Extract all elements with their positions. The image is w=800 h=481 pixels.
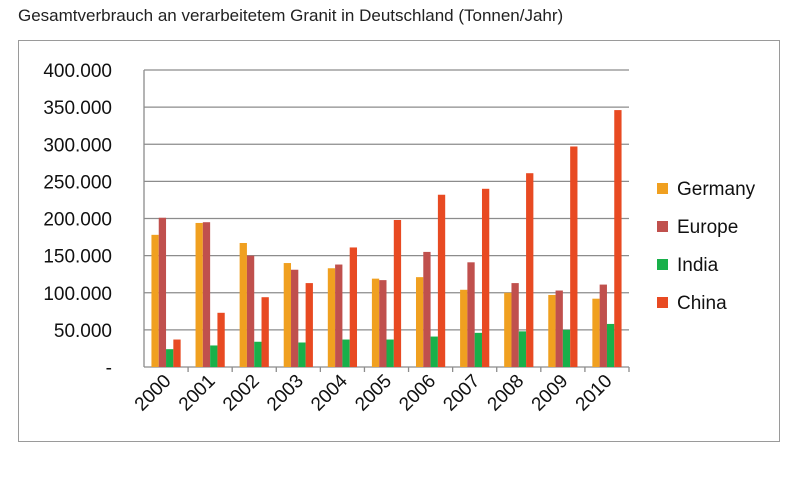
bar-india-2007: [474, 332, 482, 367]
bar-europe-2010: [599, 284, 607, 367]
grid-lines: [144, 69, 629, 331]
bar-china-2006: [437, 194, 446, 367]
x-tick-label: 2005: [351, 371, 396, 416]
bar-europe-2005: [379, 280, 387, 367]
bar-germany-2005: [371, 278, 380, 367]
bar-europe-2007: [467, 262, 475, 367]
x-tick-label: 2010: [572, 371, 617, 416]
y-tick-label: 150.000: [43, 247, 112, 268]
bar-india-2009: [562, 329, 571, 367]
x-tick-label: 2007: [439, 371, 484, 416]
bar-china-2001: [217, 312, 225, 367]
bar-germany-2010: [592, 298, 600, 367]
legend-label-india: India: [677, 255, 719, 276]
bar-europe-2001: [202, 222, 211, 367]
legend-label-germany: Germany: [677, 179, 756, 200]
bar-china-2003: [305, 283, 313, 367]
x-tick-label: 2004: [307, 370, 352, 415]
x-tick-label: 2006: [395, 371, 440, 416]
y-tick-label: 100.000: [43, 284, 112, 305]
bar-europe-2000: [158, 217, 167, 367]
bar-india-2006: [430, 336, 438, 367]
bar-europe-2003: [291, 269, 299, 367]
bar-india-2000: [166, 349, 174, 367]
bars: [151, 110, 622, 367]
bar-china-2000: [173, 339, 181, 367]
bar-china-2010: [614, 110, 622, 367]
legend: Germany Europe India China: [657, 179, 756, 314]
bar-germany-2004: [327, 268, 336, 367]
bar-germany-2003: [283, 263, 292, 367]
y-tick-label: 400.000: [43, 61, 112, 82]
bar-china-2004: [349, 247, 358, 367]
bar-india-2008: [518, 331, 527, 367]
bar-germany-2000: [151, 234, 159, 367]
x-tick-label: 2001: [175, 371, 220, 416]
y-tick-label: 200.000: [43, 210, 112, 231]
y-tick-label: -: [106, 358, 112, 379]
bar-china-2008: [526, 173, 534, 367]
bar-india-2002: [254, 341, 262, 367]
y-tick-label: 250.000: [43, 172, 112, 193]
bar-germany-2002: [239, 243, 247, 367]
bar-india-2003: [298, 342, 306, 367]
bar-europe-2004: [335, 264, 343, 367]
legend-swatch-germany: [657, 183, 668, 194]
page-title: Gesamtverbrauch an verarbeitetem Granit …: [18, 6, 564, 25]
bar-chart: - 50.000 100.000 150.000 200.000 250.000 300.0…: [43, 61, 756, 415]
y-tick-label: 50.000: [54, 321, 112, 342]
bar-india-2004: [342, 339, 350, 367]
y-tick-label: 300.000: [43, 135, 112, 156]
x-tick-label: 2008: [484, 371, 529, 416]
x-tick-labels: 2000 2001 2002 2003 2004 2005 2006 2007 2008 2009…: [131, 370, 617, 415]
x-tick-label: 2003: [263, 371, 308, 416]
bar-india-2010: [606, 323, 615, 367]
bar-china-2009: [570, 146, 578, 367]
bar-europe-2006: [423, 251, 431, 367]
legend-label-china: China: [677, 293, 727, 314]
y-tick-labels: - 50.000 100.000 150.000 200.000 250.000 300.0…: [43, 61, 112, 379]
bar-germany-2006: [415, 277, 424, 367]
bar-india-2001: [210, 345, 218, 367]
x-tick-label: 2002: [219, 371, 264, 416]
y-tick-label: 350.000: [43, 98, 112, 119]
legend-swatch-india: [657, 259, 668, 270]
bar-india-2005: [386, 339, 394, 367]
bar-germany-2009: [548, 294, 556, 367]
bar-germany-2001: [195, 222, 203, 367]
legend-swatch-china: [657, 297, 668, 308]
bar-china-2007: [481, 188, 490, 367]
x-tick-label: 2000: [131, 371, 176, 416]
legend-label-europe: Europe: [677, 217, 738, 238]
bar-china-2002: [261, 297, 269, 367]
bar-germany-2007: [460, 289, 468, 367]
bar-europe-2002: [246, 255, 255, 367]
bar-china-2005: [393, 219, 402, 367]
x-tick-label: 2009: [528, 371, 573, 416]
legend-swatch-europe: [657, 221, 668, 232]
bar-europe-2008: [511, 283, 519, 367]
bar-europe-2009: [555, 290, 563, 367]
bar-germany-2008: [504, 292, 512, 367]
chart-frame: - 50.000 100.000 150.000 200.000 250.000 300.0…: [18, 40, 780, 442]
